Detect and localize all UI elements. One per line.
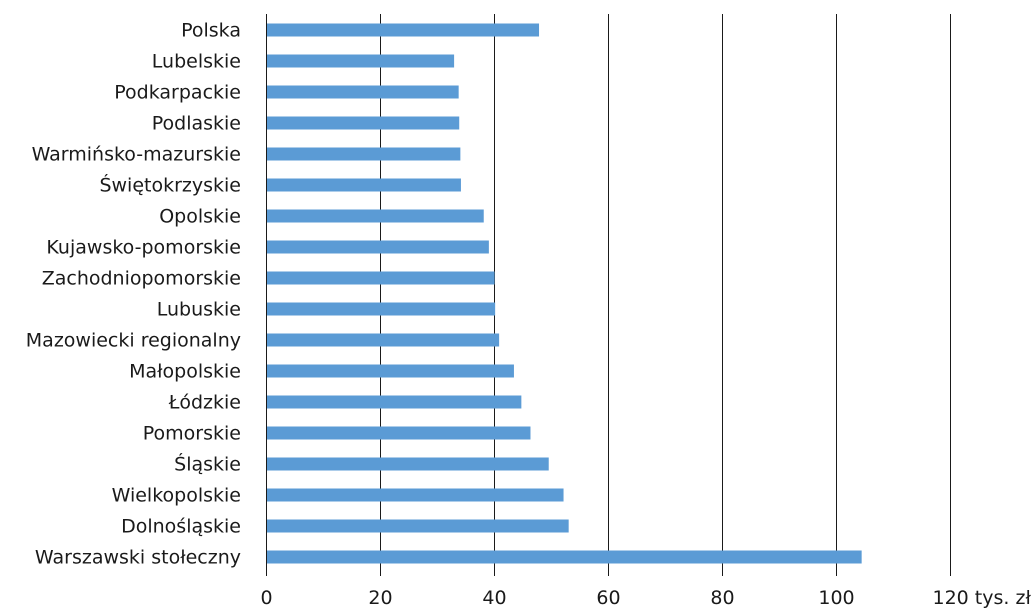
- category-label: Świętokrzyskie: [99, 173, 241, 197]
- x-tick-label: 120 tys. zł: [933, 587, 1032, 608]
- category-label: Warszawski stołeczny: [35, 547, 241, 569]
- category-label: Opolskie: [159, 206, 241, 228]
- bar: [267, 550, 862, 564]
- bar: [267, 302, 496, 316]
- x-tick-label: 20: [368, 587, 392, 608]
- category-label: Małopolskie: [129, 361, 241, 383]
- bar: [267, 240, 489, 254]
- bar: [267, 54, 455, 68]
- category-label: Pomorskie: [143, 423, 241, 445]
- x-tick-label: 80: [710, 587, 734, 608]
- bar: [267, 364, 514, 378]
- x-tick-label: 0: [260, 587, 272, 608]
- bar: [267, 209, 484, 223]
- category-label: Dolnośląskie: [121, 516, 241, 538]
- bar: [267, 426, 531, 440]
- bar: [267, 271, 495, 285]
- category-label: Warmińsko-mazurskie: [32, 144, 241, 166]
- category-label: Łódzkie: [168, 392, 241, 414]
- bar: [267, 457, 549, 471]
- bar: [267, 116, 460, 130]
- x-tick-label: 40: [482, 587, 506, 608]
- bar: [267, 85, 459, 99]
- bar: [267, 488, 564, 502]
- bar: [267, 395, 522, 409]
- category-label: Polska: [181, 20, 241, 42]
- bar: [267, 23, 540, 37]
- gridlines: [266, 14, 951, 576]
- category-label: Lubuskie: [157, 299, 241, 321]
- bars: [267, 23, 862, 564]
- category-labels: Polska Lubelskie Podkarpackie Podlaskie Warm…: [26, 20, 241, 569]
- category-label: Wielkopolskie: [112, 485, 241, 507]
- category-label: Podlaskie: [152, 113, 241, 135]
- bar: [267, 333, 500, 347]
- category-label: Śląskie: [174, 452, 241, 476]
- category-label: Podkarpackie: [114, 82, 241, 104]
- x-tick-label: 60: [596, 587, 620, 608]
- bar: [267, 147, 461, 161]
- x-tick-label: 100: [818, 587, 854, 608]
- category-label: Kujawsko-pomorskie: [46, 237, 241, 259]
- bar: [267, 519, 569, 533]
- bar: [267, 178, 461, 192]
- category-label: Zachodniopomorskie: [42, 268, 241, 290]
- x-tick-labels: 0 20 40 60 80 100 120 tys. zł: [260, 587, 1031, 608]
- category-label: Mazowiecki regionalny: [26, 330, 241, 352]
- category-label: Lubelskie: [152, 51, 241, 73]
